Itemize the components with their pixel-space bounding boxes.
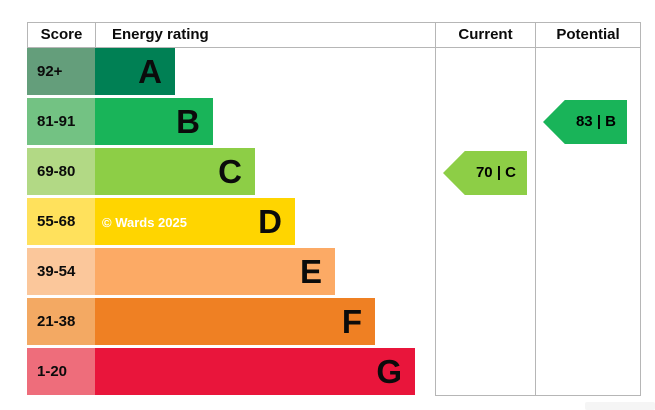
score-range-d: 55-68 — [27, 198, 95, 245]
band-row-c: 69-80 C — [27, 148, 427, 196]
band-bar-g: G — [95, 348, 415, 395]
band-bar-c: C — [95, 148, 255, 195]
grid-line-current-right — [535, 47, 536, 395]
score-range-e: 39-54 — [27, 248, 95, 295]
band-row-d: 55-68 D — [27, 198, 427, 246]
band-row-f: 21-38 F — [27, 298, 427, 346]
grid-line-current-left — [435, 47, 436, 395]
header-potential: Potential — [535, 22, 641, 48]
wards-watermark: © Wards 2025 — [102, 215, 187, 230]
band-bar-b: B — [95, 98, 213, 145]
band-row-e: 39-54 E — [27, 248, 427, 296]
band-row-a: 92+ A — [27, 48, 427, 96]
band-row-b: 81-91 B — [27, 98, 427, 146]
grid-line-potential-right — [640, 47, 641, 395]
score-range-c: 69-80 — [27, 148, 95, 195]
faint-watermark-artifact — [585, 402, 655, 410]
band-bar-f: F — [95, 298, 375, 345]
score-range-a: 92+ — [27, 48, 95, 95]
grid-line-bottom — [435, 395, 641, 396]
score-range-b: 81-91 — [27, 98, 95, 145]
header-current: Current — [435, 22, 536, 48]
band-bar-d: D — [95, 198, 295, 245]
header-score: Score — [27, 22, 96, 48]
band-bar-e: E — [95, 248, 335, 295]
score-range-g: 1-20 — [27, 348, 95, 395]
band-bar-a: A — [95, 48, 175, 95]
current-rating-arrow: 70 | C — [443, 151, 527, 195]
score-range-f: 21-38 — [27, 298, 95, 345]
potential-rating-arrow: 83 | B — [543, 100, 627, 144]
header-energy-rating: Energy rating — [95, 22, 436, 48]
band-row-g: 1-20 G — [27, 348, 427, 396]
